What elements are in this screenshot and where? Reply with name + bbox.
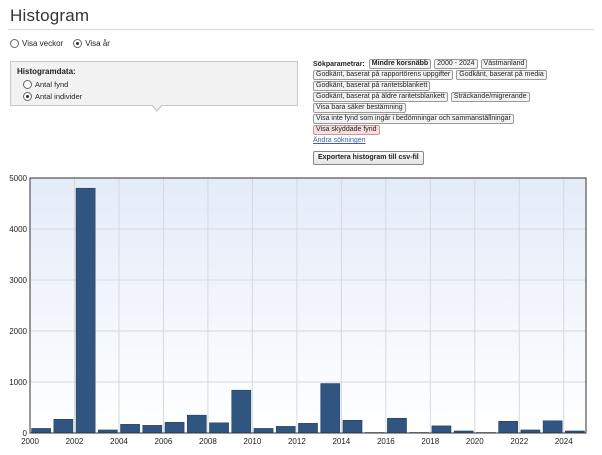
histogram-bar [498, 421, 518, 434]
param-chip-exclude-compilations[interactable]: Visa inte fynd som ingår i bedömningar o… [313, 114, 514, 124]
param-chip-approved-media[interactable]: Godkänt, baserat på media [456, 70, 547, 80]
histogram-bar [431, 425, 452, 434]
x-tick-label: 2010 [244, 437, 262, 446]
search-param-row: Visa bara säker bestämning [313, 103, 593, 113]
count-observations-option[interactable]: Antal fynd [23, 80, 291, 89]
x-tick-label: 2004 [110, 437, 128, 446]
count-individuals-radio[interactable] [23, 92, 32, 101]
histogram-bar [275, 426, 296, 434]
x-tick-label: 2022 [510, 437, 528, 446]
histogram-bar [142, 425, 163, 434]
histogram-bar [542, 420, 563, 434]
view-options: Visa veckor Visa år [10, 39, 110, 48]
histogram-bar [186, 414, 207, 434]
param-chip-approved-reporter[interactable]: Godkänt, baserat på rapportörens uppgift… [313, 70, 454, 80]
y-axis-ticks: 0 1000 2000 3000 4000 5000 [9, 174, 27, 438]
change-search-link[interactable]: Ändra sökningen [313, 137, 366, 144]
histogram-bar [231, 389, 252, 434]
plot-frame [29, 177, 587, 434]
y-tick-label: 0 [23, 429, 28, 438]
histogram-bar [253, 428, 274, 434]
param-chip-region[interactable]: Västmanland [480, 59, 528, 69]
x-tick-label: 2012 [288, 437, 306, 446]
y-tick-label: 3000 [9, 276, 27, 285]
x-tick-label: 2018 [421, 437, 439, 446]
view-years-radio[interactable] [73, 39, 83, 48]
count-individuals-label: Antal individer [35, 92, 83, 101]
histogram-data-panel: Histogramdata: Antal fynd Antal individe… [10, 61, 298, 106]
search-param-row: Godkänt, baserat på rapportörens uppgift… [313, 70, 593, 80]
page-title: Histogram [10, 6, 90, 25]
histogram-bar [387, 417, 407, 434]
x-tick-label: 2006 [155, 437, 173, 446]
search-param-row: Sökparametrar: Mindre korsnäbb 2000 - 20… [313, 59, 593, 69]
histogram-bar [320, 383, 341, 434]
export-csv-button[interactable]: Exportera histogram till csv-fil [313, 151, 424, 165]
param-chip-certain-id[interactable]: Visa bara säker bestämning [313, 103, 406, 113]
param-chip-protected[interactable]: Visa skyddade fynd [313, 125, 380, 135]
histogram-bar [75, 187, 96, 434]
search-parameters: Sökparametrar: Mindre korsnäbb 2000 - 20… [313, 59, 593, 144]
view-weeks-label: Visa veckor [22, 39, 64, 48]
plot-area [30, 178, 586, 433]
param-chip-migrating[interactable]: Sträckande/migrerande [450, 92, 530, 102]
histogram-bar [120, 424, 140, 434]
y-tick-label: 1000 [9, 378, 27, 387]
title-divider [8, 29, 594, 30]
view-years-label: Visa år [85, 39, 110, 48]
x-tick-label: 2014 [332, 437, 350, 446]
param-chip-approved-old-rarity-form[interactable]: Godkänt, baserat på äldre raritetsblanke… [313, 92, 448, 102]
param-chip-approved-rarity-form[interactable]: Godkänt, baserat på raritetsblankett [313, 81, 431, 91]
param-chip-years[interactable]: 2000 - 2024 [434, 59, 478, 69]
search-params-label: Sökparametrar: [313, 60, 365, 68]
search-param-row: Godkänt, baserat på raritetsblankett [313, 81, 593, 91]
x-tick-label: 2016 [377, 437, 395, 446]
bars [31, 187, 585, 434]
x-tick-label: 2002 [66, 437, 84, 446]
y-tick-label: 4000 [9, 225, 27, 234]
histogram-bar [53, 418, 74, 434]
histogram-data-title: Histogramdata: [17, 67, 76, 76]
x-tick-label: 2008 [199, 437, 217, 446]
count-individuals-option[interactable]: Antal individer [23, 92, 291, 101]
y-tick-label: 2000 [9, 327, 27, 336]
param-chip-species[interactable]: Mindre korsnäbb [368, 59, 432, 69]
count-observations-label: Antal fynd [35, 80, 69, 89]
histogram-bar [31, 428, 51, 434]
histogram-bar [164, 422, 185, 434]
histogram-bar [298, 423, 318, 434]
search-param-row: Godkänt, baserat på äldre raritetsblanke… [313, 92, 593, 102]
panel-pointer-fill [153, 105, 161, 110]
histogram-bar [342, 420, 363, 434]
search-param-row: Visa inte fynd som ingår i bedömningar o… [313, 114, 593, 124]
view-years-option[interactable]: Visa år [73, 39, 110, 48]
y-tick-label: 5000 [9, 174, 27, 183]
view-weeks-option[interactable]: Visa veckor [10, 39, 63, 48]
x-tick-label: 2024 [555, 437, 573, 446]
search-param-row: Visa skyddade fynd [313, 125, 593, 135]
histogram-bar [209, 422, 229, 434]
count-observations-radio[interactable] [23, 80, 32, 89]
x-tick-label: 2020 [466, 437, 484, 446]
x-tick-label: 2000 [21, 437, 39, 446]
view-weeks-radio[interactable] [10, 39, 19, 48]
histogram-chart: 0 1000 2000 3000 4000 5000 2000 2002 2004 2006 20… [0, 170, 602, 455]
x-axis-ticks: 2000 2002 2004 2006 2008 2010 2012 2014 2016 2018… [21, 437, 573, 446]
